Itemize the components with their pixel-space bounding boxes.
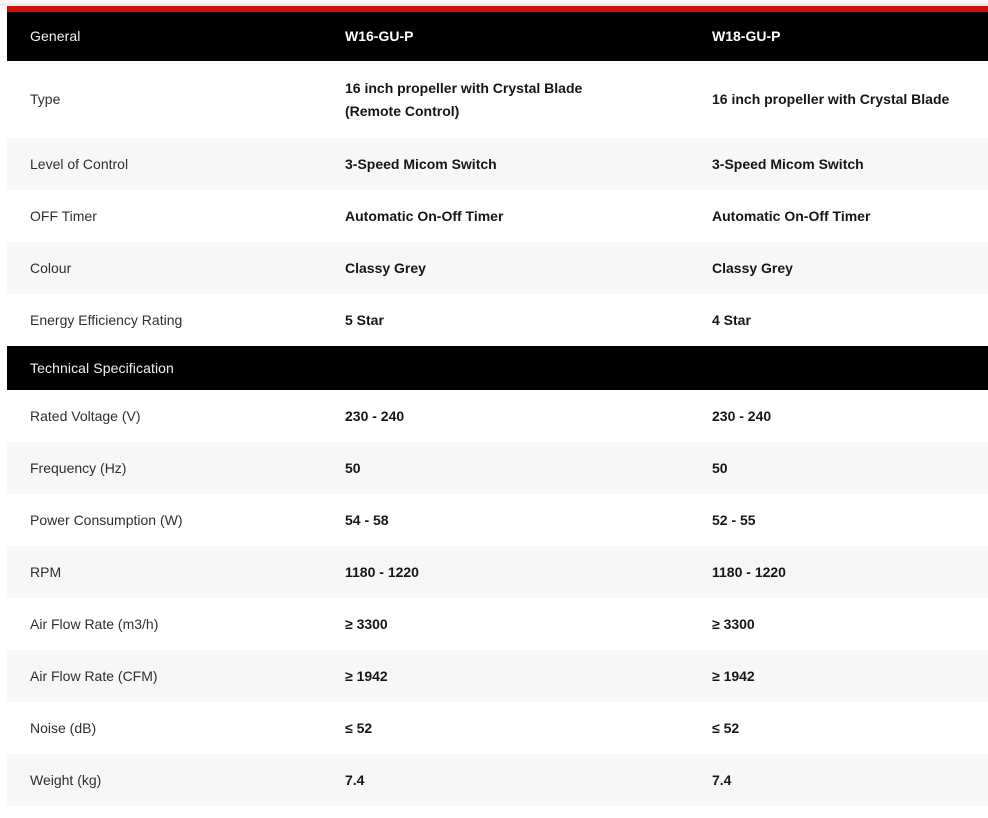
section-header-technical-specification: Technical Specification bbox=[7, 346, 988, 390]
spec-value-w18: ≤ 52 bbox=[712, 719, 740, 736]
spec-value-w18: Automatic On-Off Timer bbox=[712, 207, 871, 224]
spec-value-w18: 230 - 240 bbox=[712, 407, 772, 424]
spec-value-w16: 50 bbox=[345, 459, 361, 476]
section-title-general: General bbox=[30, 28, 81, 44]
page-top-strip bbox=[0, 0, 988, 6]
spec-value-w16: 7.4 bbox=[345, 771, 365, 788]
spec-label: Energy Efficiency Rating bbox=[30, 311, 183, 328]
spec-value-w16: 16 inch propeller with Crystal Blade (Re… bbox=[345, 79, 583, 119]
spec-value-w16: 1180 - 1220 bbox=[345, 563, 419, 580]
spec-value-w18: Classy Grey bbox=[712, 259, 793, 276]
spec-value-w16: ≥ 3300 bbox=[345, 615, 388, 632]
spec-value-w18: ≥ 1942 bbox=[712, 667, 755, 684]
spec-value-w16: 230 - 240 bbox=[345, 407, 405, 424]
spec-value-w18: 4 Star bbox=[712, 311, 751, 328]
product-spec-table: General W16-GU-P W18-GU-P Type 16 inch p… bbox=[7, 6, 988, 806]
spec-value-w16: 3-Speed Micom Switch bbox=[345, 155, 497, 172]
spec-label: Air Flow Rate (m3/h) bbox=[30, 615, 159, 632]
spec-row-off-timer: OFF Timer Automatic On-Off Timer Automat… bbox=[7, 190, 988, 242]
spec-label: RPM bbox=[30, 563, 62, 580]
spec-value-w16: ≤ 52 bbox=[345, 719, 373, 736]
column-header-w18-gu-p: W18-GU-P bbox=[712, 28, 781, 44]
spec-label: Power Consumption (W) bbox=[30, 511, 183, 528]
brand-accent-bar bbox=[7, 6, 988, 12]
page-bottom-pad bbox=[0, 806, 988, 818]
spec-row-rpm: RPM 1180 - 1220 1180 - 1220 bbox=[7, 546, 988, 598]
spec-value-w16: 54 - 58 bbox=[345, 511, 389, 528]
spec-value-w18: ≥ 3300 bbox=[712, 615, 755, 632]
spec-value-w18: 52 - 55 bbox=[712, 511, 756, 528]
spec-row-energy-efficiency-rating: Energy Efficiency Rating 5 Star 4 Star bbox=[7, 294, 988, 346]
spec-value-w16: Automatic On-Off Timer bbox=[345, 207, 504, 224]
section-header-general: General W16-GU-P W18-GU-P bbox=[7, 12, 988, 61]
spec-row-noise: Noise (dB) ≤ 52 ≤ 52 bbox=[7, 702, 988, 754]
spec-label: Level of Control bbox=[30, 155, 129, 172]
spec-value-w18: 1180 - 1220 bbox=[712, 563, 786, 580]
spec-label: Colour bbox=[30, 259, 72, 276]
spec-row-frequency: Frequency (Hz) 50 50 bbox=[7, 442, 988, 494]
spec-value-w16: ≥ 1942 bbox=[345, 667, 388, 684]
spec-row-weight: Weight (kg) 7.4 7.4 bbox=[7, 754, 988, 806]
spec-label: Type bbox=[30, 91, 61, 107]
spec-value-w16: 5 Star bbox=[345, 311, 384, 328]
spec-value-w18: 50 bbox=[712, 459, 728, 476]
spec-row-air-flow-rate-cfm: Air Flow Rate (CFM) ≥ 1942 ≥ 1942 bbox=[7, 650, 988, 702]
spec-label: Frequency (Hz) bbox=[30, 459, 127, 476]
section-title-technical-specification: Technical Specification bbox=[30, 359, 174, 376]
spec-row-colour: Colour Classy Grey Classy Grey bbox=[7, 242, 988, 294]
spec-value-w18: 7.4 bbox=[712, 771, 732, 788]
spec-row-type: Type 16 inch propeller with Crystal Blad… bbox=[7, 61, 988, 138]
spec-label: Air Flow Rate (CFM) bbox=[30, 667, 158, 684]
spec-row-rated-voltage: Rated Voltage (V) 230 - 240 230 - 240 bbox=[7, 390, 988, 442]
spec-label: OFF Timer bbox=[30, 207, 97, 224]
spec-row-level-of-control: Level of Control 3-Speed Micom Switch 3-… bbox=[7, 138, 988, 190]
spec-label: Weight (kg) bbox=[30, 771, 102, 788]
spec-label: Noise (dB) bbox=[30, 719, 97, 736]
spec-value-w16: Classy Grey bbox=[345, 259, 426, 276]
column-header-w16-gu-p: W16-GU-P bbox=[345, 28, 414, 44]
spec-value-w18: 16 inch propeller with Crystal Blade bbox=[712, 91, 950, 107]
spec-value-w18: 3-Speed Micom Switch bbox=[712, 155, 864, 172]
spec-label: Rated Voltage (V) bbox=[30, 407, 141, 424]
spec-row-power-consumption: Power Consumption (W) 54 - 58 52 - 55 bbox=[7, 494, 988, 546]
spec-row-air-flow-rate-m3h: Air Flow Rate (m3/h) ≥ 3300 ≥ 3300 bbox=[7, 598, 988, 650]
